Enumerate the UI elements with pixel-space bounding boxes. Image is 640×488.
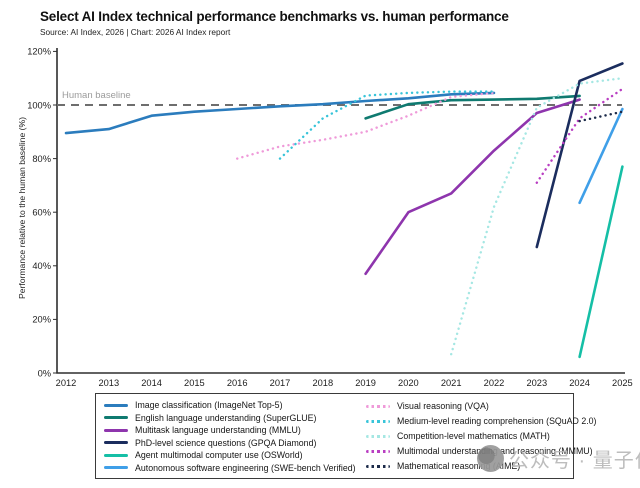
x-tick-label: 2018 <box>312 378 333 388</box>
legend-item-label: PhD-level science questions (GPQA Diamon… <box>135 437 317 448</box>
legend-item-label: Multimodal understanding and reasoning (… <box>397 446 593 457</box>
x-tick-label: 2013 <box>98 378 119 388</box>
x-tick-label: 2016 <box>227 378 248 388</box>
legend-item: Multimodal understanding and reasoning (… <box>366 445 593 458</box>
legend-item: Visual reasoning (VQA) <box>366 400 566 413</box>
x-tick-label: 2019 <box>355 378 376 388</box>
solid-line-swatch-icon <box>104 466 128 470</box>
series-line <box>364 94 581 120</box>
x-tick-label: 2024 <box>569 378 590 388</box>
x-tick-label: 2020 <box>398 378 419 388</box>
dotted-line-swatch-icon <box>366 450 390 453</box>
legend-item-label: Visual reasoning (VQA) <box>397 401 489 412</box>
legend-item-label: Multitask language understanding (MMLU) <box>135 425 301 436</box>
benchmark-line-chart: 0% 20% 40% 60% 80% 100% 120% 2012 2013 2014 2015 20… <box>27 47 633 388</box>
legend-item: PhD-level science questions (GPQA Diamon… <box>104 437 366 450</box>
legend-column-dotted: Visual reasoning (VQA) Medium-level readi… <box>366 399 597 474</box>
legend-column-solid: Image classification (ImageNet Top-5) Eng… <box>104 399 366 474</box>
x-tick-label: 2017 <box>270 378 291 388</box>
y-tick-label: 20% <box>32 315 51 325</box>
legend-item: Mathematical reasoning (AIME) <box>366 460 566 473</box>
series-line <box>278 90 496 160</box>
legend-item: Multitask language understanding (MMLU) <box>104 424 366 437</box>
solid-line-swatch-icon <box>104 441 128 445</box>
x-tick-label: 2025 <box>612 378 633 388</box>
solid-line-swatch-icon <box>104 453 128 457</box>
legend-item-label: Autonomous software engineering (SWE-ben… <box>135 462 356 473</box>
y-tick-label: 80% <box>32 154 51 164</box>
x-tick-label: 2014 <box>141 378 162 388</box>
y-tick-label: 0% <box>38 368 51 378</box>
legend-item-label: Mathematical reasoning (AIME) <box>397 461 521 472</box>
legend-item: Image classification (ImageNet Top-5) <box>104 399 366 412</box>
y-tick-label: 60% <box>32 208 51 218</box>
legend-item-label: English language understanding (SuperGLU… <box>135 412 317 423</box>
dotted-line-swatch-icon <box>366 405 390 408</box>
y-tick-label: 40% <box>32 261 51 271</box>
x-tick-label: 2012 <box>56 378 77 388</box>
series-line <box>535 62 624 249</box>
series-line <box>364 98 581 276</box>
legend: Image classification (ImageNet Top-5) Eng… <box>95 393 597 479</box>
legend-item-label: Competition-level mathematics (MATH) <box>397 431 550 442</box>
series-line <box>450 76 624 356</box>
series-line <box>535 87 624 184</box>
series-line <box>235 91 496 160</box>
x-tick-label: 2015 <box>184 378 205 388</box>
x-tick-label: 2021 <box>441 378 462 388</box>
solid-line-swatch-icon <box>104 428 128 432</box>
dotted-line-swatch-icon <box>366 435 390 438</box>
x-tick-label: 2022 <box>484 378 505 388</box>
source-note: Source: AI Index, 2026 | Chart: 2026 AI … <box>40 27 231 37</box>
legend-item-label: Agent multimodal computer use (OSWorld) <box>135 450 303 461</box>
solid-line-swatch-icon <box>104 416 128 420</box>
legend-item: Agent multimodal computer use (OSWorld) <box>104 449 366 462</box>
dotted-line-swatch-icon <box>366 420 390 423</box>
y-tick-label: 120% <box>27 47 51 57</box>
legend-item: English language understanding (SuperGLU… <box>104 412 366 425</box>
dotted-line-swatch-icon <box>366 465 390 468</box>
series-line <box>64 91 496 135</box>
axis-lines <box>56 48 625 374</box>
series-line <box>578 110 624 123</box>
human-baseline-label: Human baseline <box>62 90 131 101</box>
y-tick-label: 100% <box>27 100 51 110</box>
series-line <box>578 107 624 205</box>
legend-item: Autonomous software engineering (SWE-ben… <box>104 462 366 475</box>
solid-line-swatch-icon <box>104 403 128 407</box>
series-line <box>578 165 624 359</box>
legend-item: Medium-level reading comprehension (SQuA… <box>366 415 597 428</box>
legend-item: Competition-level mathematics (MATH) <box>366 430 566 443</box>
legend-item-label: Image classification (ImageNet Top-5) <box>135 400 283 411</box>
legend-item-label: Medium-level reading comprehension (SQuA… <box>397 416 597 427</box>
x-tick-label: 2023 <box>526 378 547 388</box>
page-title: Select AI Index technical performance be… <box>40 9 509 24</box>
